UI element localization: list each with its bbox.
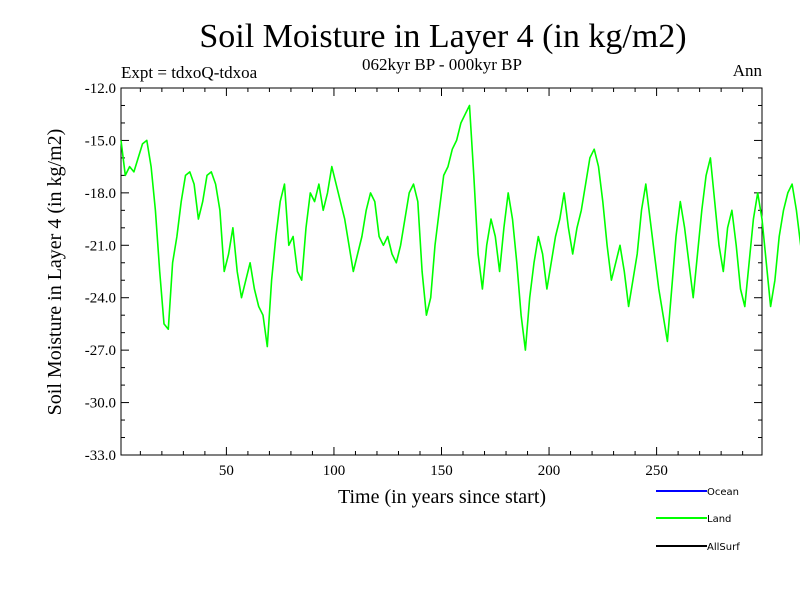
season-label: Ann [733,61,763,80]
series-line-land [120,104,800,351]
chart-subtitle: 062kyr BP - 000kyr BP [362,55,522,74]
x-axis-label: Time (in years since start) [338,486,546,508]
y-tick-label: -33.0 [85,448,116,464]
y-axis-label: Soil Moisture in Layer 4 (in kg/m2) [44,129,66,416]
experiment-label: Expt = tdxoQ-tdxoa [121,63,258,82]
x-tick-label: 100 [323,463,346,479]
plot-frame [120,87,763,456]
legend-label-land: Land [707,514,731,525]
legend-label-allsurf: AllSurf [707,542,740,553]
x-tick-label: 150 [430,463,453,479]
x-tick-label: 250 [645,463,668,479]
x-tick-label: 200 [538,463,561,479]
y-tick-label: -21.0 [85,238,116,254]
y-tick-label: -24.0 [85,291,116,307]
plot-area: 50 100 150 200 250 -12.0 -15.0 -18.0 -21.0 -24.0 -… [85,81,800,479]
y-tick-label: -27.0 [85,343,116,359]
y-tick-label: -18.0 [85,186,116,202]
y-tick-label: -30.0 [85,396,116,412]
y-tick-label: -12.0 [85,81,116,97]
legend: Ocean Land AllSurf [656,487,740,553]
x-tick-label: 50 [219,463,234,479]
y-tick-label: -15.0 [85,133,116,149]
legend-label-ocean: Ocean [707,487,739,498]
chart-title: Soil Moisture in Layer 4 (in kg/m2) [199,18,686,55]
